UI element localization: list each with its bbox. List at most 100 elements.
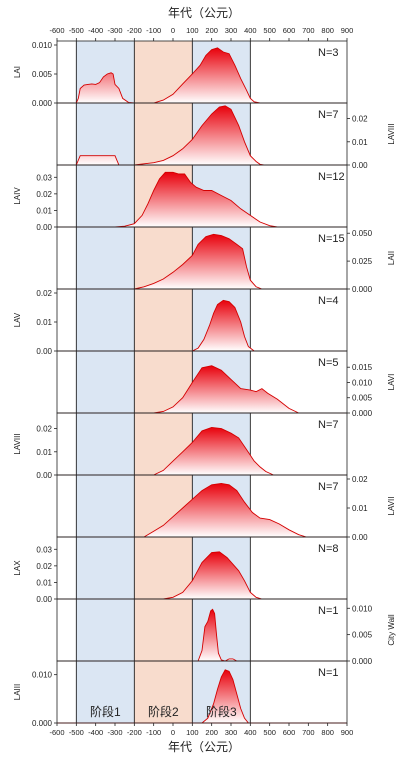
y-tick-label: 0.050 xyxy=(352,229,373,238)
sample-size-label: N=1 xyxy=(318,605,339,617)
panel-name: LAVII xyxy=(387,497,396,516)
y-axis-left: 0.00 0.01 0.02 xyxy=(36,425,57,480)
panel-name: LAIII xyxy=(13,684,22,700)
sample-size-label: N=7 xyxy=(318,109,339,121)
y-tick-label: 0.010 xyxy=(352,378,373,387)
x-tick-label: 600 xyxy=(283,728,296,737)
y-axis-right: 0.000 0.025 0.050 xyxy=(347,229,373,294)
panel-name: LAVIII xyxy=(387,123,396,144)
y-tick-label: 0.010 xyxy=(352,604,373,613)
sample-size-label: N=7 xyxy=(318,481,339,493)
x-tick-label: 100 xyxy=(186,26,199,35)
sample-size-label: N=12 xyxy=(318,171,345,183)
density-line xyxy=(153,365,299,414)
density-line xyxy=(197,608,238,662)
x-tick-label: 400 xyxy=(244,728,257,737)
density-line xyxy=(163,551,263,600)
panel-3: 0.00 0.01 0.02 0.03 LAIV N=12 xyxy=(13,164,348,232)
x-tick-label: 300 xyxy=(225,26,238,35)
x-tick-label: 0 xyxy=(171,26,175,35)
x-tick-label: -100 xyxy=(146,26,161,35)
x-tick-label: -600 xyxy=(49,26,64,35)
x-tick-label: -500 xyxy=(69,728,84,737)
x-tick-label: 800 xyxy=(321,728,334,737)
density-area xyxy=(202,669,249,723)
y-tick-label: 0.000 xyxy=(32,99,53,108)
density-line xyxy=(192,299,255,352)
y-tick-label: 0.000 xyxy=(352,285,373,294)
y-tick-label: 0.02 xyxy=(36,190,52,199)
density-line xyxy=(143,482,307,538)
x-tick-label: 600 xyxy=(283,26,296,35)
density-area xyxy=(134,234,262,289)
y-tick-label: 0.01 xyxy=(36,578,52,587)
y-tick-label: 0.02 xyxy=(36,562,52,571)
y-axis-left: 0.00 0.01 0.02 0.03 xyxy=(36,545,57,604)
x-tick-label: -500 xyxy=(69,26,84,35)
density-area xyxy=(115,172,278,227)
x-tick-label: -400 xyxy=(88,26,103,35)
x-tick-label: 800 xyxy=(321,26,334,35)
y-tick-label: 0.00 xyxy=(36,347,52,356)
x-tick-label: 400 xyxy=(244,26,257,35)
y-tick-label: 0.01 xyxy=(36,206,52,215)
panel-name: LAV xyxy=(13,312,22,327)
panel-name: LAII xyxy=(387,251,396,265)
density-area xyxy=(153,427,274,475)
y-tick-label: 0.010 xyxy=(32,671,53,680)
sample-size-label: N=7 xyxy=(318,419,339,431)
x-tick-label: -400 xyxy=(88,728,103,737)
panel-name: LAVIII xyxy=(13,433,22,454)
y-tick-label: 0.000 xyxy=(352,409,373,418)
density-line xyxy=(201,669,249,724)
sample-size-label: N=3 xyxy=(318,47,339,59)
bottom-x-ticks: -600 -500 -400 -300 -200 -100 0 100 200 300 400 500… xyxy=(49,723,353,737)
panel-name: LAVI xyxy=(387,374,396,391)
sample-size-label: N=4 xyxy=(318,295,339,307)
y-tick-label: 0.000 xyxy=(352,657,373,666)
y-axis-right: 0.000 0.005 0.010 0.015 xyxy=(347,363,373,418)
x-tick-label: 500 xyxy=(263,26,276,35)
density-area xyxy=(76,105,264,165)
y-tick-label: 0.01 xyxy=(352,138,368,147)
y-tick-label: 0.025 xyxy=(352,257,373,266)
x-tick-label: 700 xyxy=(302,26,315,35)
y-tick-label: 0.02 xyxy=(36,289,52,298)
panel-name: City Wall xyxy=(387,614,396,645)
phase-label-1: 阶段1 xyxy=(90,704,121,719)
density-area xyxy=(192,300,255,351)
density-area xyxy=(153,365,299,413)
y-tick-label: 0.02 xyxy=(36,425,52,434)
y-axis-right: 0.000 0.005 0.010 xyxy=(347,604,373,666)
y-axis-left: 0.000 0.010 xyxy=(32,671,57,728)
y-tick-label: 0.00 xyxy=(36,223,52,232)
y-tick-label: 0.02 xyxy=(352,475,368,484)
x-tick-label: -300 xyxy=(107,26,122,35)
x-tick-label: 200 xyxy=(205,728,218,737)
density-area xyxy=(163,551,262,599)
phase-label-2: 阶段2 xyxy=(148,704,179,719)
x-tick-label: 700 xyxy=(302,728,315,737)
y-tick-label: 0.03 xyxy=(36,545,52,554)
panel-name: LAI xyxy=(13,66,22,78)
y-tick-label: 0.03 xyxy=(36,173,52,182)
x-tick-label: 500 xyxy=(263,728,276,737)
x-tick-label: 200 xyxy=(205,26,218,35)
density-line xyxy=(114,171,278,228)
y-tick-label: 0.005 xyxy=(352,631,373,640)
y-tick-label: 0.015 xyxy=(352,363,373,372)
density-line xyxy=(153,426,274,476)
panel-11: 0.000 0.010 LAIII N=1 xyxy=(13,660,348,728)
top-x-ticks: -600 -500 -400 -300 -200 -100 0 100 200 300 400 500… xyxy=(49,26,353,41)
y-tick-label: 0.005 xyxy=(352,394,373,403)
y-tick-label: 0.00 xyxy=(352,161,368,170)
density-area xyxy=(144,483,307,537)
y-axis-right: 0.00 0.01 0.02 xyxy=(347,115,368,170)
y-axis-right: 0.00 0.01 0.02 xyxy=(347,475,368,542)
sample-size-label: N=15 xyxy=(318,233,345,245)
y-tick-label: 0.000 xyxy=(32,719,53,728)
x-tick-label: 900 xyxy=(341,26,354,35)
x-tick-label: -300 xyxy=(107,728,122,737)
sample-size-label: N=1 xyxy=(318,667,339,679)
panel-name: LAIV xyxy=(13,187,22,205)
